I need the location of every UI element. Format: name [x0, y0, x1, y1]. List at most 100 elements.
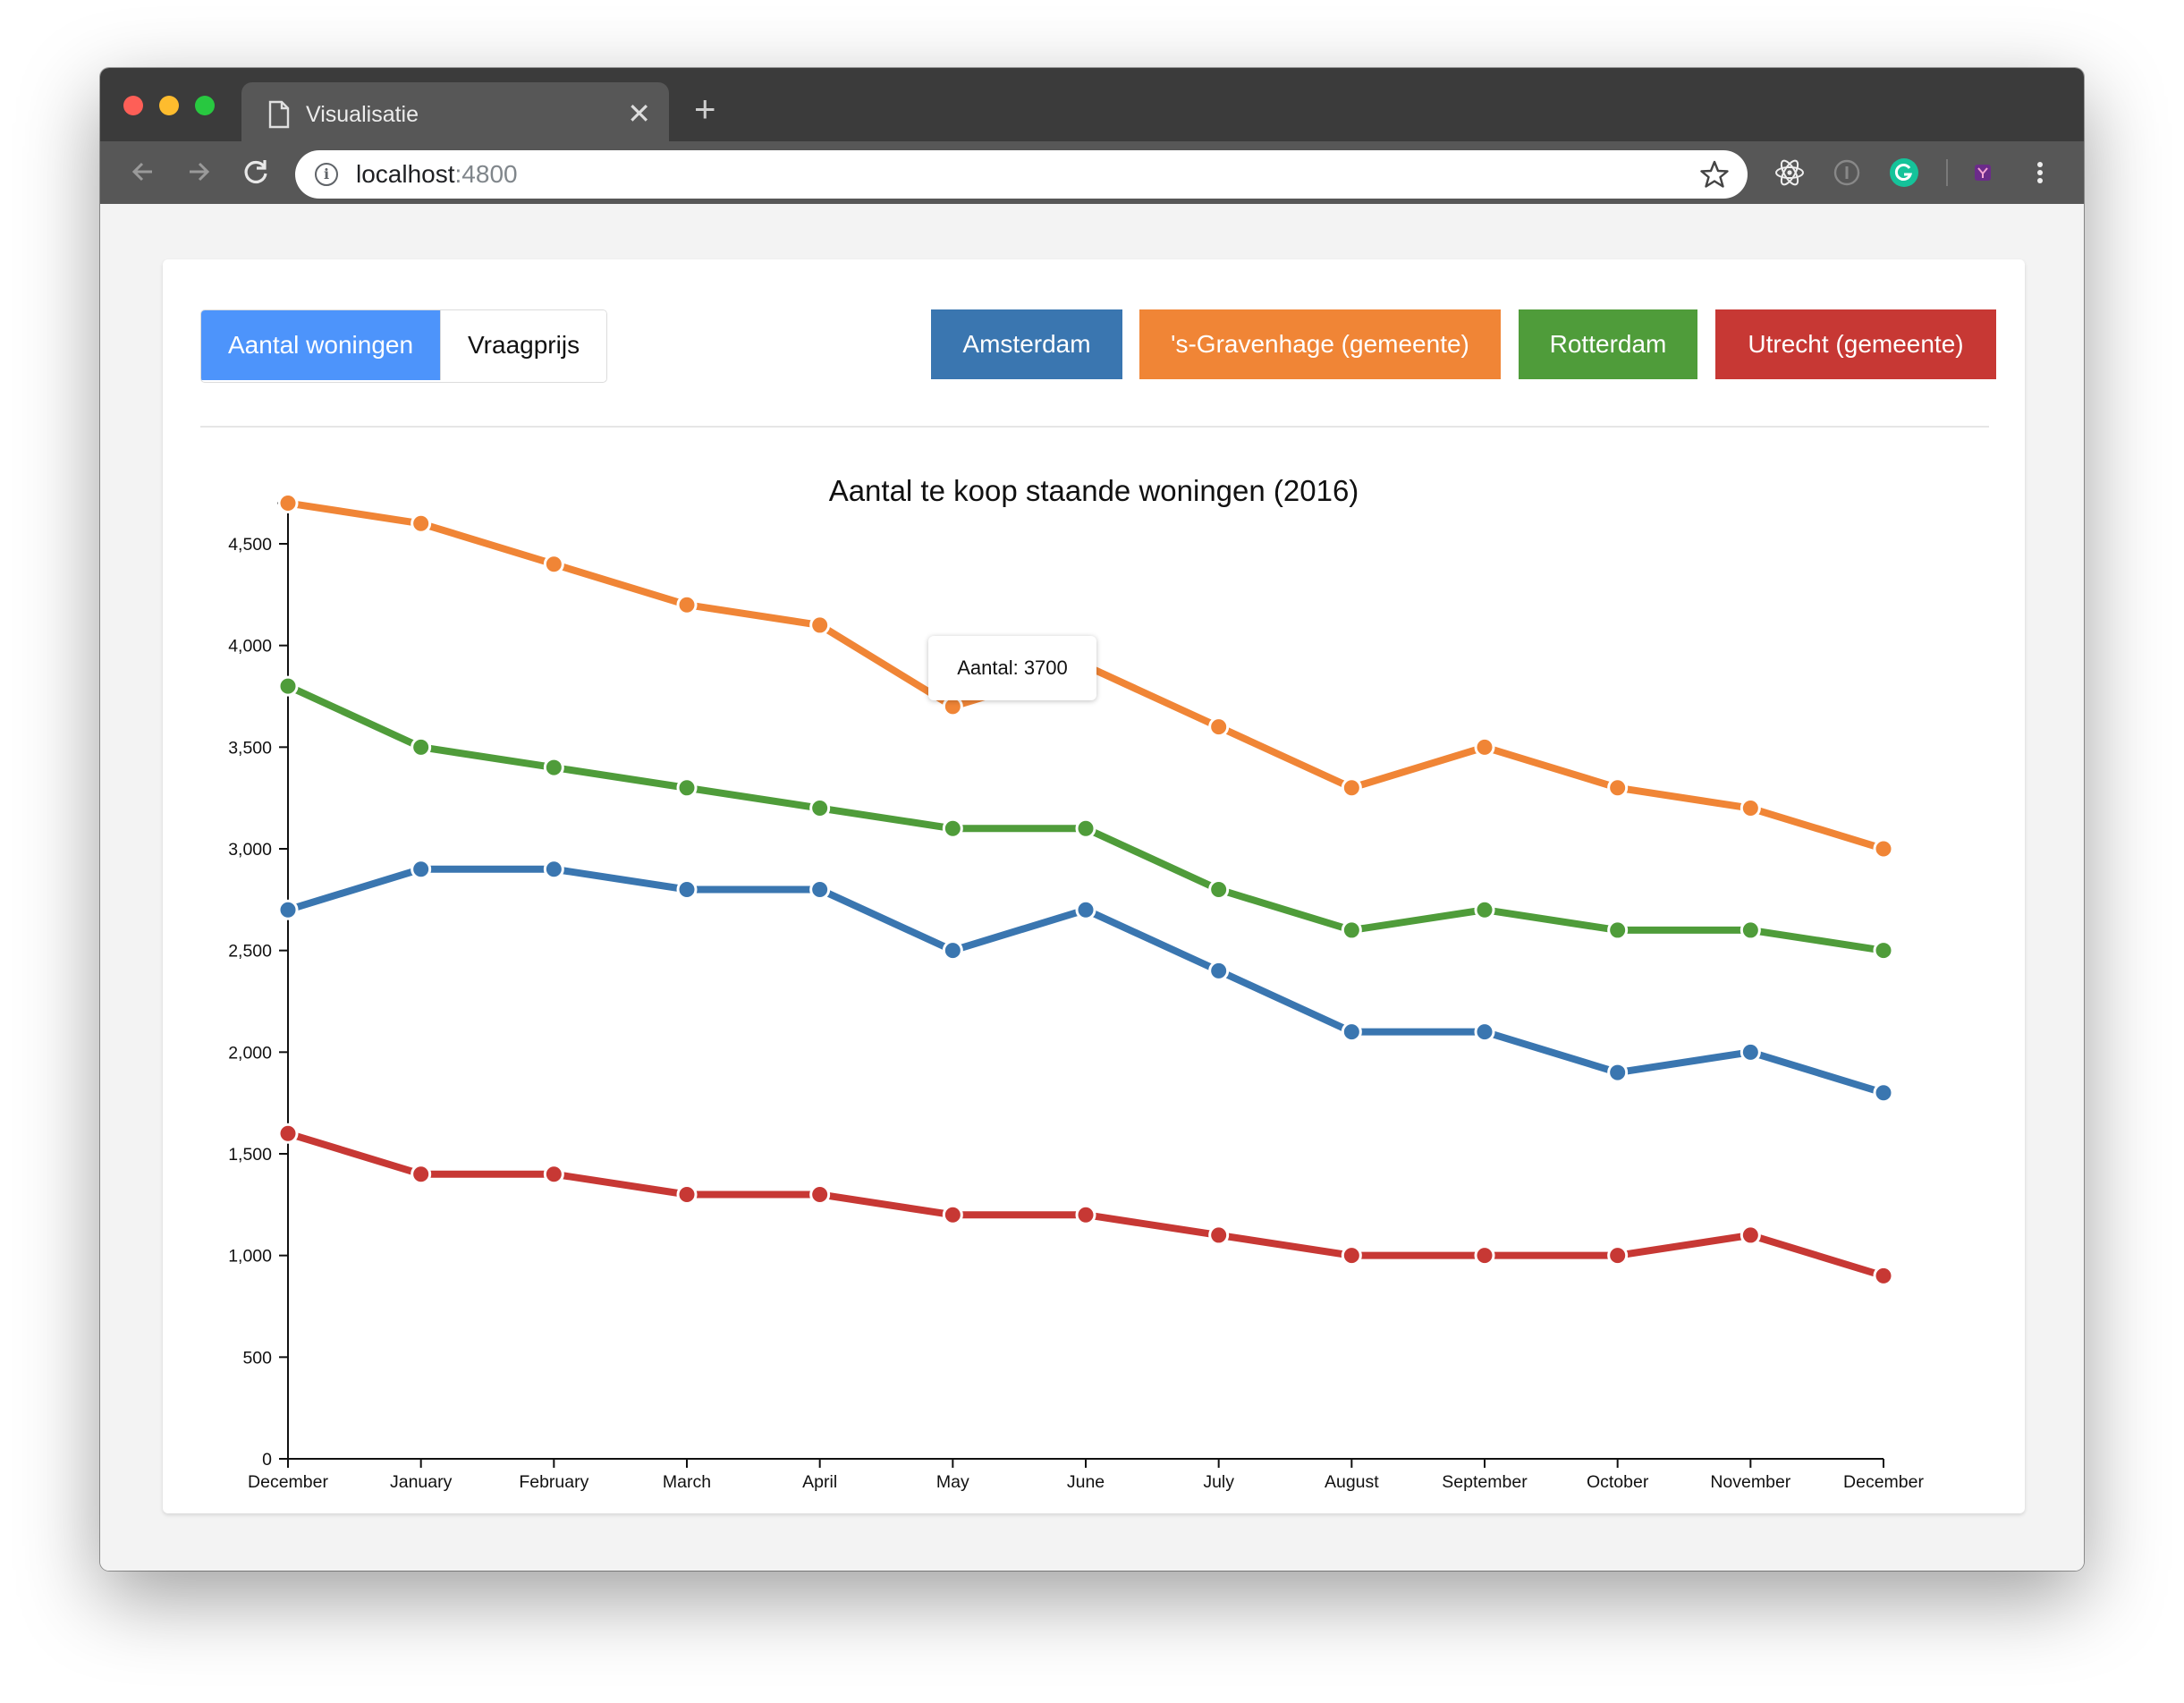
data-point-utrecht-gemeente[interactable] — [1873, 1265, 1894, 1286]
data-point-rotterdam[interactable] — [1474, 899, 1495, 920]
extension-info-icon[interactable] — [1830, 156, 1864, 190]
data-point-amsterdam[interactable] — [1607, 1062, 1629, 1083]
extension-y-icon[interactable] — [1966, 156, 2000, 190]
data-point-amsterdam[interactable] — [1208, 960, 1230, 981]
data-point-utrecht-gemeente[interactable] — [277, 1123, 299, 1144]
grammarly-icon[interactable] — [1887, 156, 1921, 190]
back-arrow-icon[interactable] — [125, 154, 161, 190]
data-point-rotterdam[interactable] — [277, 675, 299, 697]
data-point-s-gravenhage-gemeente[interactable] — [1873, 838, 1894, 860]
x-tick-label: December — [1843, 1472, 1924, 1492]
data-point-utrecht-gemeente[interactable] — [1474, 1245, 1495, 1267]
y-tick-label: 500 — [242, 1348, 272, 1368]
y-tick-label: 2,500 — [228, 942, 272, 962]
data-point-utrecht-gemeente[interactable] — [809, 1183, 831, 1205]
toolbar-separator — [1946, 159, 1948, 186]
browser-tab[interactable]: Visualisatie ✕ — [241, 82, 669, 145]
section-divider — [200, 426, 1989, 428]
data-point-utrecht-gemeente[interactable] — [1208, 1224, 1230, 1246]
bookmark-star-icon[interactable] — [1699, 159, 1730, 190]
data-point-s-gravenhage-gemeente[interactable] — [1607, 777, 1629, 799]
data-point-amsterdam[interactable] — [1474, 1021, 1495, 1043]
data-point-rotterdam[interactable] — [1873, 940, 1894, 962]
city-button-rotterdam[interactable]: Rotterdam — [1519, 309, 1697, 379]
x-tick-label: April — [802, 1472, 837, 1492]
city-button-amsterdam[interactable]: Amsterdam — [931, 309, 1122, 379]
chart-axes: 0 500 1,000 1,500 2,000 2,500 3,000 3,500 4,000 4… — [228, 502, 1924, 1492]
maximize-window-button[interactable] — [195, 96, 215, 115]
data-point-s-gravenhage-gemeente[interactable] — [277, 493, 299, 514]
browser-toolbar: i localhost:4800 — [100, 141, 2084, 204]
data-point-amsterdam[interactable] — [1873, 1082, 1894, 1104]
reload-icon[interactable] — [238, 154, 274, 190]
data-point-s-gravenhage-gemeente[interactable] — [1474, 736, 1495, 758]
data-point-rotterdam[interactable] — [543, 757, 564, 778]
x-tick-label: July — [1203, 1472, 1234, 1492]
page-viewport: Aantal woningen Vraagprijs Amsterdam 's-… — [100, 204, 2084, 1571]
x-tick-label: May — [936, 1472, 969, 1492]
x-tick-label: January — [390, 1472, 453, 1492]
data-point-rotterdam[interactable] — [809, 798, 831, 819]
data-point-rotterdam[interactable] — [1740, 919, 1761, 941]
y-tick-label: 1,500 — [228, 1145, 272, 1165]
data-point-amsterdam[interactable] — [411, 859, 432, 880]
close-tab-icon[interactable]: ✕ — [627, 97, 651, 130]
data-point-amsterdam[interactable] — [809, 878, 831, 900]
x-tick-label: February — [519, 1472, 588, 1492]
data-point-amsterdam[interactable] — [277, 899, 299, 920]
minimize-window-button[interactable] — [159, 96, 179, 115]
data-point-amsterdam[interactable] — [676, 878, 698, 900]
data-point-amsterdam[interactable] — [543, 859, 564, 880]
react-devtools-icon[interactable] — [1773, 156, 1807, 190]
data-point-utrecht-gemeente[interactable] — [942, 1204, 963, 1225]
metric-toggle: Aantal woningen Vraagprijs — [200, 309, 608, 383]
data-point-s-gravenhage-gemeente[interactable] — [411, 513, 432, 534]
x-tick-label: October — [1587, 1472, 1649, 1492]
data-point-amsterdam[interactable] — [1740, 1041, 1761, 1063]
close-window-button[interactable] — [123, 96, 143, 115]
data-point-s-gravenhage-gemeente[interactable] — [1208, 716, 1230, 738]
data-point-rotterdam[interactable] — [1208, 878, 1230, 900]
data-point-s-gravenhage-gemeente[interactable] — [809, 614, 831, 636]
data-point-rotterdam[interactable] — [676, 777, 698, 799]
x-tick-label: August — [1325, 1472, 1379, 1492]
data-point-rotterdam[interactable] — [1341, 919, 1362, 941]
visualisation-card: Aantal woningen Vraagprijs Amsterdam 's-… — [163, 259, 2025, 1513]
x-tick-label: December — [248, 1472, 328, 1492]
x-tick-label: June — [1067, 1472, 1105, 1492]
y-tick-label: 4,000 — [228, 637, 272, 657]
data-point-amsterdam[interactable] — [942, 940, 963, 962]
data-point-s-gravenhage-gemeente[interactable] — [543, 554, 564, 575]
forward-arrow-icon[interactable] — [181, 154, 216, 190]
data-point-utrecht-gemeente[interactable] — [676, 1183, 698, 1205]
data-point-s-gravenhage-gemeente[interactable] — [676, 594, 698, 615]
data-point-s-gravenhage-gemeente[interactable] — [1341, 777, 1362, 799]
city-button-utrecht[interactable]: Utrecht (gemeente) — [1715, 309, 1996, 379]
metric-button-aantal-woningen[interactable]: Aantal woningen — [201, 310, 441, 380]
y-tick-label: 0 — [262, 1450, 272, 1470]
data-point-rotterdam[interactable] — [942, 818, 963, 839]
chart-title: Aantal te koop staande woningen (2016) — [829, 474, 1359, 507]
data-point-utrecht-gemeente[interactable] — [1075, 1204, 1096, 1225]
data-point-rotterdam[interactable] — [411, 736, 432, 758]
site-info-icon[interactable]: i — [315, 163, 338, 186]
x-tick-label: September — [1442, 1472, 1528, 1492]
data-point-rotterdam[interactable] — [1607, 919, 1629, 941]
new-tab-icon[interactable]: + — [694, 88, 716, 130]
data-point-amsterdam[interactable] — [1075, 899, 1096, 920]
data-point-utrecht-gemeente[interactable] — [1740, 1224, 1761, 1246]
data-tooltip: Aantal: 3700 — [928, 636, 1096, 700]
data-point-utrecht-gemeente[interactable] — [1341, 1245, 1362, 1267]
data-point-utrecht-gemeente[interactable] — [543, 1164, 564, 1185]
data-point-rotterdam[interactable] — [1075, 818, 1096, 839]
city-button-s-gravenhage[interactable]: 's-Gravenhage (gemeente) — [1139, 309, 1501, 379]
data-point-s-gravenhage-gemeente[interactable] — [1740, 798, 1761, 819]
address-bar[interactable]: i localhost:4800 — [295, 150, 1748, 199]
browser-menu-icon[interactable] — [2023, 156, 2057, 190]
data-point-utrecht-gemeente[interactable] — [411, 1164, 432, 1185]
data-point-amsterdam[interactable] — [1341, 1021, 1362, 1043]
x-tick-label: November — [1710, 1472, 1790, 1492]
url-text[interactable]: localhost:4800 — [356, 160, 518, 188]
metric-button-vraagprijs[interactable]: Vraagprijs — [440, 310, 607, 380]
data-point-utrecht-gemeente[interactable] — [1607, 1245, 1629, 1267]
